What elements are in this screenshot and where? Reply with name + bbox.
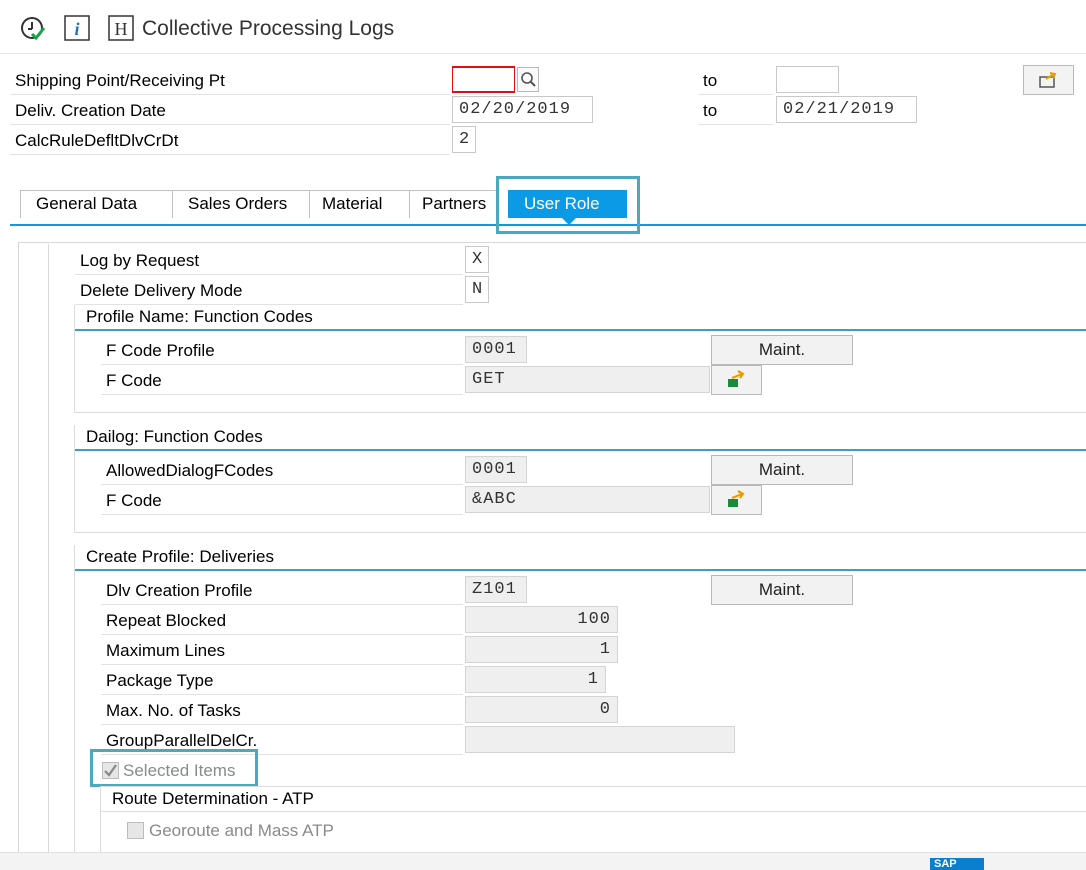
svg-text:H: H — [115, 19, 128, 39]
allowed-dialog-fcodes-input[interactable]: 0001 — [465, 456, 527, 483]
tab-highlight-box — [496, 176, 640, 234]
dialog-function-codes-group: Dailog: Function Codes — [74, 425, 1086, 533]
package-type-input[interactable]: 1 — [465, 666, 606, 693]
execute-icon[interactable] — [20, 15, 46, 41]
tab-content-inner-frame — [48, 244, 1086, 854]
calc-rule-input[interactable]: 2 — [452, 126, 476, 153]
max-tasks-input[interactable]: 0 — [465, 696, 618, 723]
allowed-dialog-fcodes-label: AllowedDialogFCodes — [101, 456, 463, 485]
maint-button-profile[interactable]: Maint. — [711, 335, 853, 365]
page-title: Collective Processing Logs — [142, 17, 395, 40]
deliv-date-label: Deliv. Creation Date — [10, 96, 450, 125]
shipping-point-to-label: to — [698, 66, 773, 95]
shipping-point-from-input[interactable] — [452, 66, 515, 93]
tab-user-role[interactable]: User Role — [508, 190, 627, 218]
tab-sales-orders[interactable]: Sales Orders — [172, 190, 310, 218]
title-bar: i H Collective Processing Logs — [0, 0, 1086, 54]
group-parallel-input[interactable] — [465, 726, 735, 753]
group-title: Create Profile: Deliveries — [75, 545, 1086, 571]
shipping-point-label: Shipping Point/Receiving Pt — [10, 66, 450, 95]
profile-function-codes-group: Profile Name: Function Codes — [74, 305, 1086, 413]
route-determination-group: Route Determination - ATP — [100, 786, 1086, 854]
selected-items-highlight-box — [90, 749, 258, 787]
maint-button-delivery[interactable]: Maint. — [711, 575, 853, 605]
dialog-f-code-nav-button[interactable] — [711, 485, 762, 515]
selected-items-checkbox[interactable] — [102, 762, 119, 779]
tab-content-frame — [18, 242, 1086, 854]
deliv-date-to-label: to — [698, 96, 773, 125]
f-code-label: F Code — [101, 366, 463, 395]
active-tab-indicator — [562, 218, 576, 225]
max-lines-label: Maximum Lines — [101, 636, 463, 665]
maint-button-dialog[interactable]: Maint. — [711, 455, 853, 485]
help-h-icon[interactable]: H — [108, 15, 134, 41]
navigate-icon — [727, 490, 745, 507]
max-tasks-label: Max. No. of Tasks — [101, 696, 463, 725]
dialog-f-code-label: F Code — [101, 486, 463, 515]
package-type-label: Package Type — [101, 666, 463, 695]
delivery-profile-group: Create Profile: Deliveries — [74, 545, 1086, 853]
multiple-selection-button[interactable] — [1023, 65, 1074, 95]
dlv-profile-input[interactable]: Z101 — [465, 576, 527, 603]
dlv-profile-label: Dlv Creation Profile — [101, 576, 463, 605]
f-code-profile-input[interactable]: 0001 — [465, 336, 527, 363]
checkmark-icon — [104, 764, 117, 777]
tab-partners[interactable]: Partners — [409, 190, 497, 218]
georoute-label: Georoute and Mass ATP — [149, 821, 334, 840]
tab-general-data[interactable]: General Data — [20, 190, 173, 218]
status-bar — [0, 852, 1086, 870]
log-by-request-label: Log by Request — [75, 246, 463, 275]
sap-logo: SAP — [930, 858, 984, 870]
max-lines-input[interactable]: 1 — [465, 636, 618, 663]
navigate-icon — [727, 370, 745, 387]
shipping-point-to-input[interactable] — [776, 66, 839, 93]
tab-strip-underline — [10, 224, 1086, 226]
log-by-request-input[interactable]: X — [465, 246, 489, 273]
group-title: Route Determination - ATP — [101, 786, 1086, 812]
search-help-icon[interactable] — [517, 67, 539, 92]
group-title: Dailog: Function Codes — [75, 425, 1086, 451]
dialog-f-code-input[interactable]: &ABC — [465, 486, 710, 513]
svg-text:i: i — [74, 19, 79, 39]
georoute-checkbox[interactable] — [127, 822, 144, 839]
selected-items-label: Selected Items — [123, 761, 236, 780]
deliv-date-to-input[interactable]: 02/21/2019 — [776, 96, 917, 123]
delete-mode-input[interactable]: N — [465, 276, 489, 303]
tab-material[interactable]: Material — [309, 190, 410, 218]
f-code-profile-label: F Code Profile — [101, 336, 463, 365]
deliv-date-from-input[interactable]: 02/20/2019 — [452, 96, 593, 123]
group-title: Profile Name: Function Codes — [75, 305, 1086, 331]
repeat-blocked-label: Repeat Blocked — [101, 606, 463, 635]
f-code-input[interactable]: GET — [465, 366, 710, 393]
repeat-blocked-input[interactable]: 100 — [465, 606, 618, 633]
info-icon[interactable]: i — [64, 15, 90, 41]
f-code-nav-button[interactable] — [711, 365, 762, 395]
delete-mode-label: Delete Delivery Mode — [75, 276, 463, 305]
calc-rule-label: CalcRuleDefltDlvCrDt — [10, 126, 450, 155]
group-parallel-label: GroupParallelDelCr. — [101, 726, 463, 755]
multiple-selection-icon — [1038, 72, 1056, 88]
